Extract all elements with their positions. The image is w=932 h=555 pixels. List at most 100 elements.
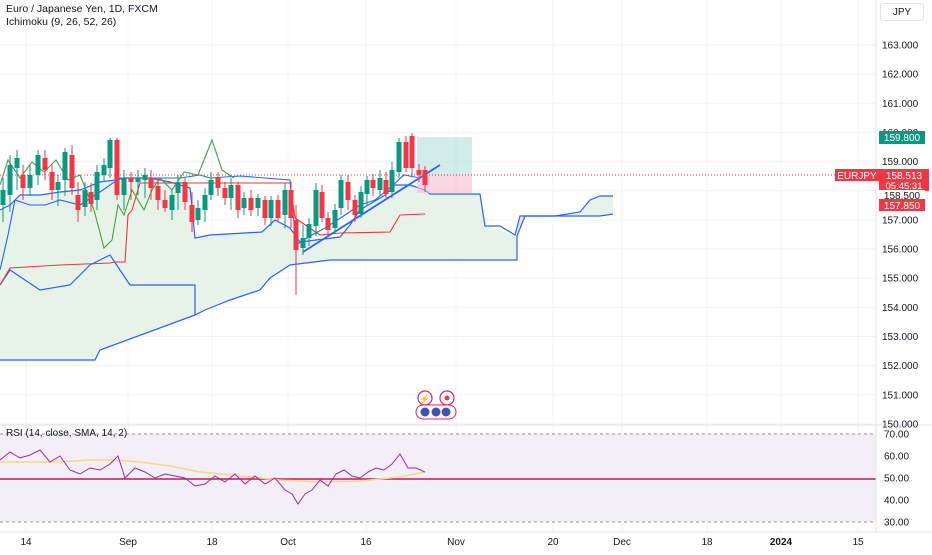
symbol-tag: [835, 169, 879, 181]
candle: [262, 196, 268, 225]
candle: [215, 172, 221, 196]
rsi-tick-label: 60.00: [884, 452, 909, 463]
candle: [7, 155, 13, 212]
time-tick-label: Nov: [447, 537, 465, 548]
time-tick-label: 15: [852, 537, 864, 548]
price-tick-label: 151.000: [882, 390, 919, 401]
candle: [306, 218, 312, 246]
price-tick-label: 153.000: [882, 332, 919, 343]
price-tick-label: 156.000: [882, 245, 919, 256]
candle: [135, 170, 141, 195]
candle: [142, 168, 148, 198]
time-axis-ticks: 14 Sep 18 Oct 16 Nov 20 Dec 18 2024 15: [20, 537, 864, 548]
candle: [422, 166, 428, 192]
candle: [189, 192, 195, 232]
candlesticks: [0, 133, 428, 295]
time-tick-label: 18: [206, 537, 218, 548]
rsi-tick-label: 30.00: [884, 518, 909, 529]
candle: [175, 175, 181, 210]
svg-text:⚡: ⚡: [419, 393, 430, 405]
candle: [114, 138, 120, 200]
candle: [169, 190, 175, 220]
candle: [62, 148, 68, 196]
target-price-tag-text: 159.800: [884, 133, 921, 144]
time-tick-label: 16: [360, 537, 372, 548]
price-axis-ticks: 163.000162.000161.000160.000159.000158.0…: [882, 41, 919, 431]
candle: [288, 182, 294, 228]
chart-event-icons[interactable]: ⚡: [415, 390, 457, 420]
candle: [162, 190, 168, 212]
rsi-sma-line: [0, 459, 426, 483]
rsi-lines: [0, 449, 426, 505]
trendline[interactable]: [302, 164, 441, 253]
ichimoku-cloud-bearish: [517, 216, 555, 236]
price-tick-label: 159.000: [882, 157, 919, 168]
time-tick-label: 18: [701, 537, 713, 548]
ichimoku-cloud-lower: [0, 255, 195, 360]
candle: [27, 165, 33, 196]
candle: [20, 165, 26, 200]
time-tick-label: Dec: [613, 537, 631, 548]
currency-button[interactable]: JPY: [880, 3, 924, 21]
candle: [14, 150, 20, 190]
entry-price-tag-text: 158.500: [884, 191, 921, 202]
candle: [155, 178, 161, 210]
senkou-span-b: [0, 314, 196, 361]
rsi-band-background: [0, 434, 876, 522]
last-price-tag-text: 158.513: [886, 171, 923, 182]
candle: [222, 182, 228, 205]
price-tick-label: 155.000: [882, 274, 919, 285]
candle: [300, 225, 306, 255]
symbol-tag-text: EURJPY: [837, 171, 877, 182]
candle: [202, 188, 208, 222]
candle: [55, 175, 61, 206]
candle: [121, 170, 127, 210]
candle: [403, 136, 409, 172]
target-price-tag: [879, 131, 925, 144]
rsi-tick-label: 50.00: [884, 474, 909, 485]
candle: [325, 212, 331, 236]
time-tick-label: 14: [20, 537, 32, 548]
candle: [338, 175, 344, 215]
candle: [319, 185, 325, 222]
rsi-indicator-title[interactable]: RSI (14, close, SMA, 14, 2): [6, 428, 128, 439]
candle: [255, 194, 261, 216]
price-tick-label: 154.000: [882, 303, 919, 314]
last-price-tag: [879, 169, 929, 191]
ichimoku-cloud-bullish: [0, 178, 613, 315]
candle: [35, 150, 41, 185]
candle: [396, 138, 402, 178]
symbol-title[interactable]: Euro / Japanese Yen, 1D, FXCM: [6, 3, 158, 15]
candle: [275, 195, 281, 222]
candle: [107, 138, 113, 178]
candle: [42, 150, 48, 180]
candle: [88, 183, 94, 212]
rsi-tick-label: 70.00: [884, 430, 909, 441]
price-tick-label: 163.000: [882, 41, 919, 52]
candle: [332, 204, 338, 234]
long-position-target-zone[interactable]: [417, 137, 472, 175]
candle: [358, 186, 364, 218]
time-tick-label: Oct: [280, 537, 296, 548]
time-tick-label: Sep: [119, 537, 137, 548]
candle: [364, 176, 370, 206]
candle: [370, 174, 376, 196]
candle: [352, 195, 358, 222]
candle: [416, 164, 422, 182]
candle: [235, 182, 241, 218]
candle: [82, 182, 88, 216]
candle: [94, 165, 100, 210]
price-tick-label: 150.000: [882, 419, 919, 430]
candle: [128, 172, 134, 200]
long-position-stop-zone[interactable]: [417, 175, 472, 193]
candle: [182, 178, 188, 210]
candle: [101, 158, 107, 182]
candle: [248, 190, 254, 216]
indicator-title[interactable]: Ichimoku (9, 26, 52, 26): [6, 16, 117, 28]
price-tick-label: 162.000: [882, 70, 919, 81]
senkou-span-b: [0, 213, 614, 316]
candle: [75, 182, 81, 222]
candle: [241, 192, 247, 215]
price-tags: 159.800 EURJPY 158.513 05:45:31 158.500 …: [835, 131, 929, 212]
